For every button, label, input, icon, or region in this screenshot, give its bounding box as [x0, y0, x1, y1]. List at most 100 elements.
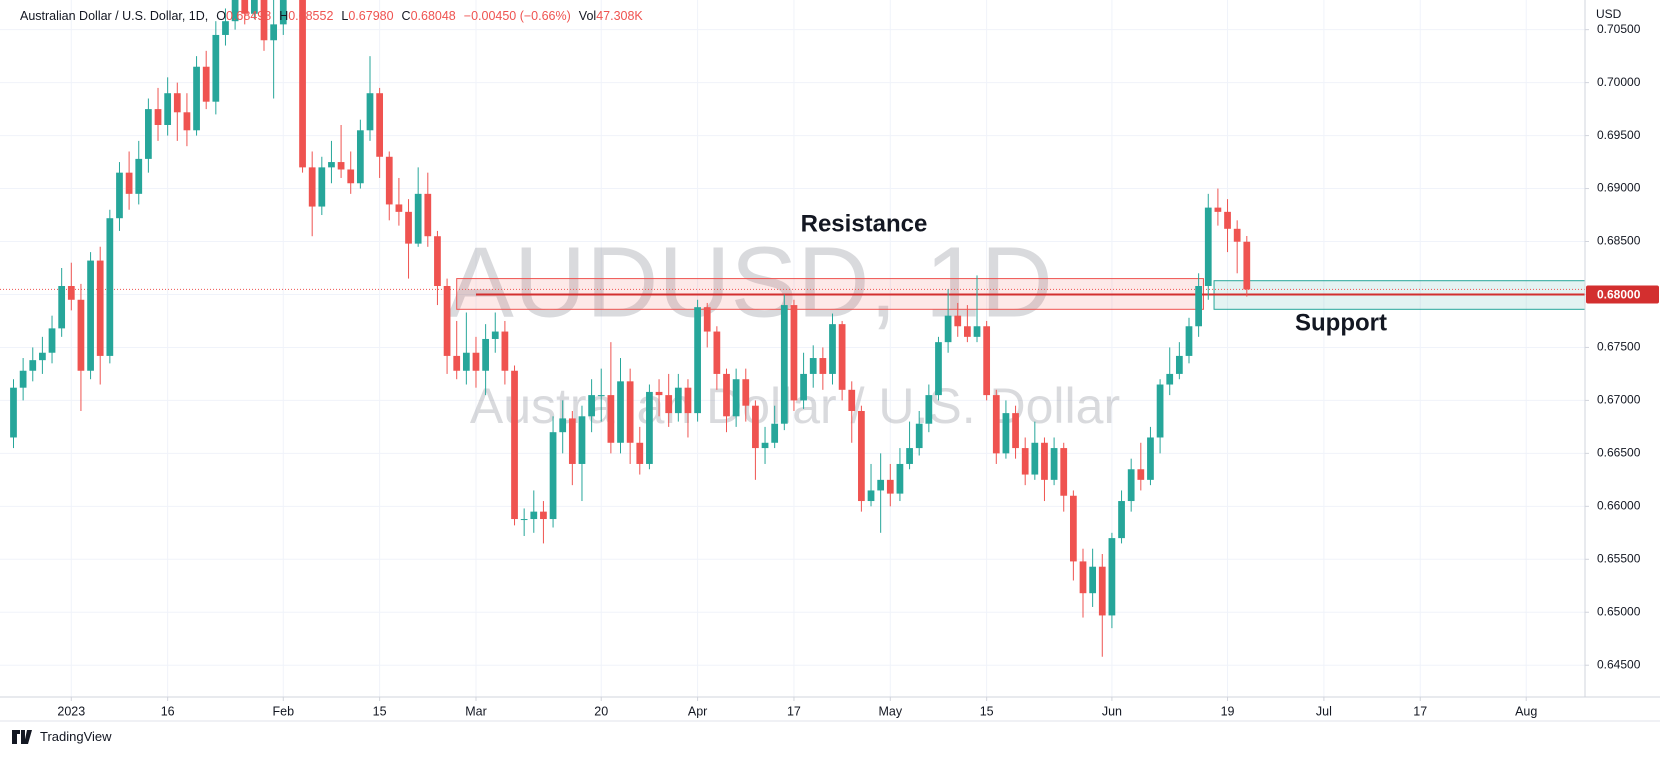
- logo: [12, 729, 32, 744]
- candle-body: [1060, 448, 1068, 496]
- y-tick-label: 0.64500: [1597, 657, 1641, 671]
- candle-body: [77, 299, 85, 371]
- candle-body: [540, 511, 547, 520]
- candle-body: [520, 519, 528, 521]
- candle-body: [742, 379, 750, 406]
- candle-body: [87, 260, 94, 371]
- candle-body: [299, 0, 306, 168]
- candles: [0, 0, 1585, 657]
- candle-body: [973, 326, 981, 337]
- candle-body: [376, 93, 384, 157]
- x-tick-label: 17: [1413, 704, 1427, 718]
- ohlc-key: O: [216, 9, 226, 23]
- candle-body: [39, 352, 46, 361]
- x-tick-label: May: [878, 704, 902, 718]
- candle-body: [145, 109, 152, 159]
- ohlc-key: H: [279, 9, 289, 23]
- candle-body: [231, 0, 239, 22]
- candle-body: [886, 479, 894, 494]
- x-tick-label: Jun: [1102, 704, 1122, 718]
- candle-body: [491, 331, 499, 339]
- candle-body: [48, 328, 56, 353]
- currency-label: USD: [1596, 7, 1622, 21]
- candle-body: [10, 387, 17, 438]
- candle-body: [607, 395, 615, 443]
- candle-body: [896, 463, 904, 494]
- candle-body: [694, 307, 701, 414]
- candle-body: [164, 93, 172, 125]
- x-tick-label: Apr: [688, 704, 707, 718]
- y-tick-label: 0.69500: [1597, 128, 1641, 142]
- ohlc-value: 47.308K: [596, 9, 643, 23]
- candle-body: [780, 305, 788, 424]
- x-tick-label: Mar: [465, 704, 487, 718]
- candle-body: [1098, 566, 1106, 616]
- candle-body: [626, 381, 634, 443]
- candle-body: [1224, 211, 1231, 229]
- candle-body: [838, 324, 846, 390]
- candle-body: [1041, 442, 1048, 480]
- candle-body: [328, 162, 335, 168]
- candle-body: [636, 442, 644, 464]
- candle-body: [67, 286, 75, 300]
- candle-body: [173, 93, 181, 113]
- y-tick-label: 0.67500: [1597, 340, 1641, 354]
- candle-body: [414, 193, 422, 244]
- candle-body: [906, 448, 913, 464]
- ohlc-item: O0.68498: [216, 9, 271, 23]
- y-tick-label: 0.66000: [1597, 499, 1641, 513]
- candle-body: [1195, 286, 1202, 327]
- candle-body: [915, 423, 923, 449]
- candle-body: [395, 204, 403, 212]
- x-tick-label: 19: [1221, 704, 1235, 718]
- candle-body: [588, 395, 595, 417]
- y-tick-label: 0.66500: [1597, 446, 1641, 460]
- candle-body: [154, 109, 162, 125]
- candle-body: [617, 381, 624, 443]
- candle-body: [222, 21, 229, 35]
- y-tick-label: 0.65000: [1597, 604, 1641, 618]
- candle-body: [183, 112, 191, 131]
- candle-body: [250, 0, 258, 14]
- x-tick-label: Jul: [1316, 704, 1332, 718]
- candle-body: [848, 389, 856, 411]
- x-tick-label: Feb: [273, 704, 295, 718]
- candle-body: [29, 360, 37, 371]
- candle-body: [568, 418, 576, 464]
- candle-body: [790, 305, 798, 401]
- candle-body: [992, 395, 1000, 454]
- annotation: Support: [1295, 309, 1387, 336]
- candle-body: [1137, 469, 1145, 480]
- candle-body: [1214, 207, 1222, 212]
- x-tick-label: 2023: [57, 704, 85, 718]
- candle-body: [858, 410, 865, 502]
- level-price-box: [1586, 285, 1659, 304]
- zones: [456, 278, 1585, 310]
- level-price-label: 0.68000: [1597, 288, 1641, 302]
- ohlc-key: L: [341, 9, 349, 23]
- candle-body: [462, 352, 470, 371]
- candle-body: [684, 387, 692, 414]
- y-tick-label: 0.65500: [1597, 551, 1641, 565]
- candle-body: [472, 352, 480, 371]
- y-tick-label: 0.68500: [1597, 234, 1641, 248]
- candle-body: [1147, 437, 1154, 480]
- candle-body: [96, 260, 104, 356]
- x-tick-label: 16: [161, 704, 175, 718]
- candle-body: [703, 307, 711, 332]
- candle-body: [1021, 448, 1029, 475]
- candle-body: [1127, 469, 1135, 502]
- candle-body: [385, 156, 393, 205]
- y-tick-label: 0.67000: [1597, 393, 1641, 407]
- candle-body: [800, 373, 807, 401]
- candle-body: [819, 358, 827, 374]
- candle-body: [1069, 495, 1077, 562]
- x-tick-label: 20: [594, 704, 608, 718]
- candle-body: [1012, 413, 1019, 449]
- candle-body: [308, 167, 316, 207]
- candle-body: [713, 331, 721, 374]
- candle-body: [193, 66, 200, 131]
- x-tick-label: 15: [980, 704, 994, 718]
- candle-body: [1185, 326, 1193, 356]
